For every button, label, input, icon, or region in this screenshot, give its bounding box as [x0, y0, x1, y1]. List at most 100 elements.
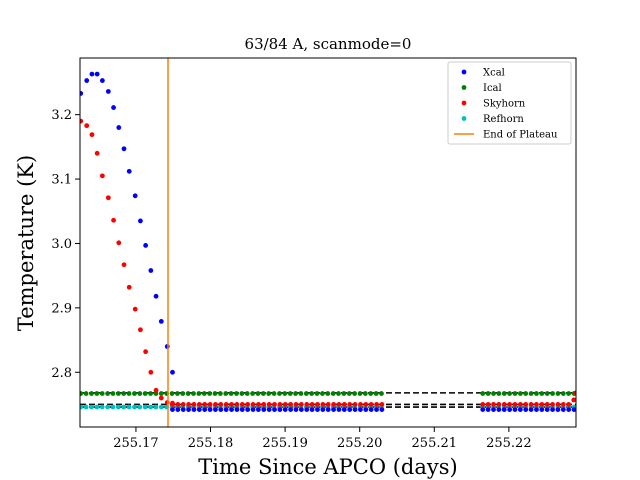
xcal-point: [121, 146, 127, 152]
skyhorn-point: [196, 402, 202, 407]
x-tick-label: 255.17: [113, 436, 159, 451]
ical-point: [512, 391, 518, 396]
skyhorn-point: [363, 402, 369, 407]
xcal-point: [143, 242, 149, 248]
skyhorn-point: [331, 402, 336, 407]
skyhorn-point: [480, 402, 486, 407]
skyhorn-point: [234, 402, 240, 407]
xcal-point: [501, 407, 507, 413]
xcal-point: [277, 407, 283, 413]
skyhorn-point: [560, 402, 566, 407]
xcal-point: [544, 407, 550, 413]
refhorn-point: [121, 404, 127, 410]
skyhorn-point: [517, 402, 523, 407]
chart-title: 63/84 A, scanmode=0: [245, 35, 412, 53]
xcal-point: [239, 407, 245, 413]
ical-point: [234, 391, 239, 396]
xcal-point: [480, 407, 486, 413]
legend-label: Xcal: [483, 68, 505, 79]
skyhorn-point: [374, 402, 379, 407]
ical-point: [341, 391, 347, 396]
xcal-point: [534, 407, 539, 413]
ical-point: [491, 391, 496, 396]
legend-label: End of Plateau: [483, 130, 558, 141]
y-tick-label: 3.2: [51, 108, 72, 123]
legend-item-skyhorn: Skyhorn: [461, 99, 526, 110]
xcal-point: [84, 78, 90, 83]
skyhorn-point: [191, 402, 197, 407]
ical-point: [544, 391, 550, 396]
ical-point: [368, 391, 374, 396]
x-tick-label: 255.22: [486, 436, 532, 451]
xcal-point: [325, 407, 331, 413]
xcal-point: [566, 407, 572, 413]
skyhorn-point: [121, 262, 127, 268]
refhorn-point: [110, 404, 116, 410]
legend-label: Skyhorn: [483, 99, 526, 110]
ical-point: [539, 391, 545, 396]
xcal-point: [320, 407, 326, 413]
xcal-point: [196, 407, 202, 413]
skyhorn-point: [304, 402, 310, 407]
legend-marker-swatch: [461, 69, 467, 75]
skyhorn-point: [512, 402, 518, 407]
legend-item-xcal: Xcal: [461, 68, 505, 79]
ical-point: [352, 391, 358, 396]
x-tick-label: 255.19: [262, 436, 308, 451]
skyhorn-point: [84, 123, 90, 129]
legend-marker-swatch: [461, 116, 467, 121]
xcal-point: [229, 407, 234, 413]
ical-point: [528, 391, 534, 396]
ical-point: [271, 391, 277, 396]
ical-point: [287, 391, 293, 396]
x-axis-title: Time Since APCO (days): [198, 455, 457, 479]
y-axis-title: Temperature (K): [14, 155, 38, 331]
ical-point: [228, 391, 234, 396]
legend: Xcal Ical Skyhorn Refhorn End of Plateau: [447, 61, 572, 145]
xcal-point: [315, 407, 320, 413]
ical-point: [110, 391, 116, 396]
ical-point: [480, 391, 486, 396]
plot-frame: [79, 57, 577, 428]
xcal-point: [132, 193, 138, 199]
skyhorn-point: [352, 402, 358, 407]
y-axis-ticks: 2.8 2.9 3.0 3.1 3.2: [51, 108, 80, 381]
refhorn-point: [126, 404, 132, 410]
legend-label: Refhorn: [483, 114, 524, 125]
ical-point: [217, 391, 223, 396]
xcal-point: [293, 407, 299, 413]
skyhorn-point: [293, 402, 299, 407]
skyhorn-point: [336, 402, 342, 407]
ical-point: [534, 391, 539, 396]
skyhorn-point: [341, 402, 347, 407]
skyhorn-point: [571, 397, 576, 403]
skyhorn-point: [207, 402, 213, 407]
y-tick-label: 3.0: [51, 237, 72, 252]
xcal-point: [523, 407, 529, 413]
xcal-point: [368, 407, 374, 413]
ical-point: [314, 391, 320, 396]
legend-label: Ical: [483, 83, 502, 94]
xcal-point: [352, 407, 358, 413]
xcal-point: [304, 407, 310, 413]
xcal-point: [555, 407, 561, 413]
ical-point: [496, 391, 502, 396]
legend-item-refhorn: Refhorn: [461, 114, 524, 125]
ical-point: [191, 391, 196, 396]
xcal-point: [89, 71, 95, 77]
ical-point: [89, 391, 94, 396]
ical-point: [293, 391, 298, 396]
skyhorn-point: [534, 402, 539, 407]
ical-point: [566, 391, 572, 396]
skyhorn-point: [105, 195, 111, 201]
xcal-point: [282, 407, 288, 413]
legend-item-end-of-plateau: End of Plateau: [454, 130, 558, 141]
ical-point: [142, 391, 148, 396]
ical-point: [207, 391, 213, 396]
skyhorn-point: [325, 402, 331, 407]
ical-point: [180, 391, 186, 396]
xcal-point: [550, 407, 555, 413]
ical-point: [320, 391, 325, 396]
xcal-point: [223, 407, 229, 413]
